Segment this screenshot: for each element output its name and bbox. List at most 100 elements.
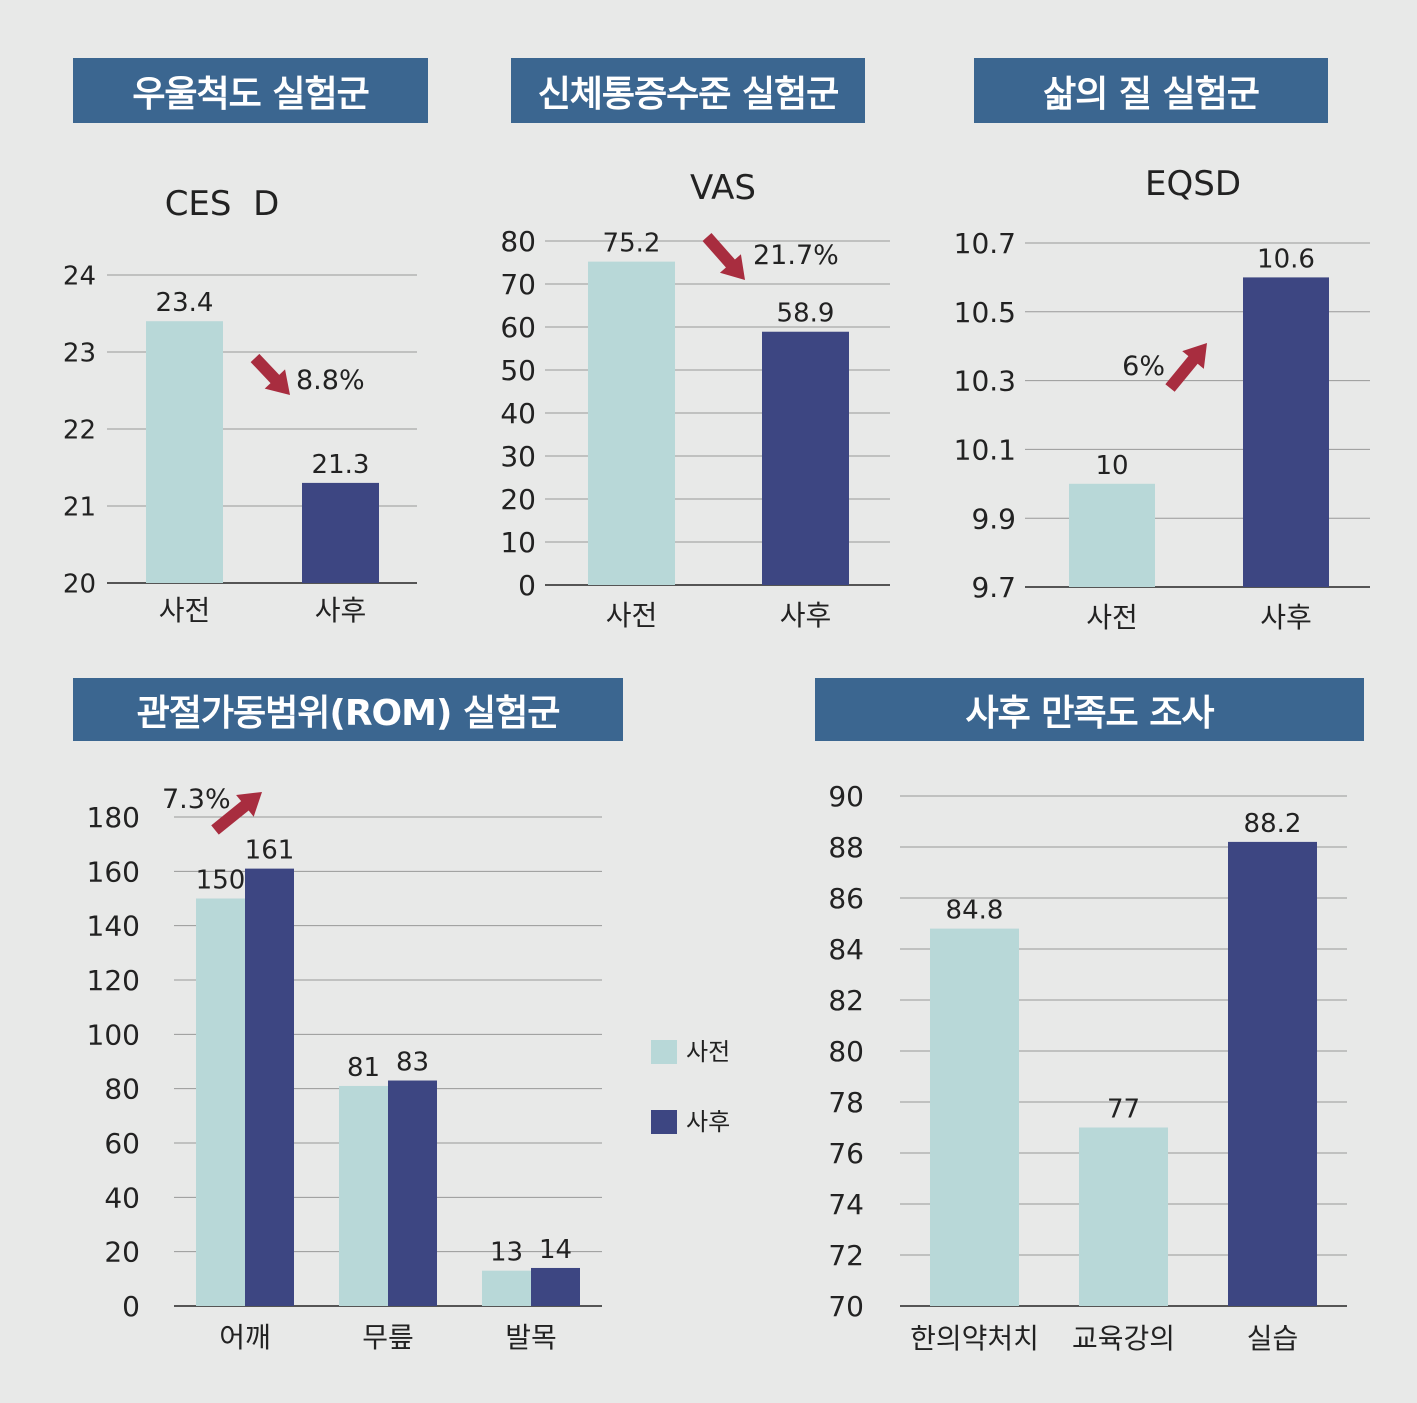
y-tick-label: 10 <box>500 526 536 559</box>
value-label: 23.4 <box>156 288 214 318</box>
value-label: 84.8 <box>946 896 1004 926</box>
category-label: 사전 <box>1086 601 1138 634</box>
category-label: 사전 <box>606 599 658 632</box>
y-tick-label: 100 <box>87 1018 140 1051</box>
category-label: 사후 <box>1260 601 1312 634</box>
subtitle-eqsd: EQSD <box>1144 164 1242 204</box>
bar-pre <box>196 898 245 1306</box>
subtitle-ces-d: CES D <box>164 184 280 224</box>
y-tick-label: 160 <box>87 855 140 888</box>
change-arrow-0-icon <box>250 353 290 395</box>
y-tick-label: 20 <box>104 1236 140 1269</box>
y-tick-label: 82 <box>828 984 864 1017</box>
y-tick-label: 140 <box>87 910 140 943</box>
bar <box>930 928 1019 1306</box>
category-label: 발목 <box>505 1321 557 1354</box>
y-tick-label: 10.1 <box>954 433 1016 466</box>
bar-pre <box>339 1085 388 1306</box>
change-arrow-3-icon <box>211 792 262 835</box>
bar <box>146 321 223 583</box>
value-label: 88.2 <box>1244 809 1302 839</box>
y-tick-label: 40 <box>104 1181 140 1214</box>
y-tick-label: 21 <box>63 492 96 522</box>
value-label: 58.9 <box>777 299 835 329</box>
y-tick-label: 60 <box>104 1127 140 1160</box>
y-tick-label: 74 <box>828 1188 864 1221</box>
category-label: 한의약처치 <box>910 1322 1039 1355</box>
value-label: 150 <box>196 866 246 896</box>
title-pain: 신체통증수준 실험군 <box>511 58 865 123</box>
bar <box>1079 1127 1168 1306</box>
y-tick-label: 70 <box>500 268 536 301</box>
change-percent-label: 21.7% <box>753 240 839 271</box>
y-tick-label: 10.7 <box>954 227 1016 260</box>
change-percent-label: 8.8% <box>296 365 365 396</box>
y-tick-label: 86 <box>828 882 864 915</box>
y-tick-label: 40 <box>500 397 536 430</box>
bar-post <box>245 868 294 1306</box>
title-satisfaction: 사후 만족도 조사 <box>815 678 1364 741</box>
legend-label: 사후 <box>686 1108 730 1136</box>
bar <box>762 331 849 585</box>
category-label: 실습 <box>1247 1322 1299 1355</box>
y-tick-label: 80 <box>500 225 536 258</box>
y-tick-label: 0 <box>518 569 536 602</box>
legend-swatch-post <box>651 1110 677 1134</box>
bar <box>302 482 379 583</box>
y-tick-label: 84 <box>828 933 864 966</box>
value-label: 10.6 <box>1257 244 1315 274</box>
bar-pre <box>482 1270 531 1306</box>
y-tick-label: 30 <box>500 440 536 473</box>
y-tick-label: 20 <box>500 483 536 516</box>
y-tick-label: 78 <box>828 1086 864 1119</box>
category-label: 교육강의 <box>1072 1322 1175 1355</box>
category-label: 사전 <box>159 594 211 627</box>
category-label: 어깨 <box>219 1321 271 1354</box>
y-tick-label: 72 <box>828 1239 864 1272</box>
bar <box>588 261 675 585</box>
value-label: 10 <box>1095 451 1128 481</box>
value-label: 14 <box>539 1235 572 1265</box>
change-percent-label: 7.3% <box>162 784 231 815</box>
y-tick-label: 9.9 <box>971 502 1016 535</box>
y-tick-label: 50 <box>500 354 536 387</box>
title-rom: 관절가동범위(ROM) 실험군 <box>73 678 623 741</box>
y-tick-label: 88 <box>828 831 864 864</box>
value-label: 21.3 <box>312 450 370 480</box>
bar-post <box>388 1080 437 1306</box>
change-arrow-2-icon <box>1165 343 1207 392</box>
y-tick-label: 60 <box>500 311 536 344</box>
y-tick-label: 80 <box>828 1035 864 1068</box>
subtitle-vas: VAS <box>690 168 756 208</box>
y-tick-label: 0 <box>122 1290 140 1323</box>
change-arrow-1-icon <box>702 233 745 280</box>
value-label: 13 <box>490 1238 523 1268</box>
value-label: 77 <box>1107 1095 1140 1125</box>
value-label: 161 <box>245 836 295 866</box>
y-tick-label: 70 <box>828 1290 864 1323</box>
bar <box>1243 277 1329 587</box>
y-tick-label: 80 <box>104 1073 140 1106</box>
change-percent-label: 6% <box>1122 351 1165 382</box>
y-tick-label: 90 <box>828 780 864 813</box>
bar-post <box>531 1267 580 1306</box>
y-tick-label: 10.3 <box>954 365 1016 398</box>
bar <box>1228 841 1317 1306</box>
value-label: 75.2 <box>603 229 661 259</box>
category-label: 사후 <box>780 599 832 632</box>
category-label: 사후 <box>315 594 367 627</box>
y-tick-label: 120 <box>87 964 140 997</box>
y-tick-label: 23 <box>63 338 96 368</box>
y-tick-label: 9.7 <box>971 571 1016 604</box>
value-label: 81 <box>347 1053 380 1083</box>
y-tick-label: 24 <box>63 261 96 291</box>
y-tick-label: 22 <box>63 415 96 445</box>
y-tick-label: 76 <box>828 1137 864 1170</box>
category-label: 무릎 <box>362 1321 414 1354</box>
legend-swatch-pre <box>651 1040 677 1064</box>
y-tick-label: 10.5 <box>954 296 1016 329</box>
y-tick-label: 20 <box>63 569 96 599</box>
legend-label: 사전 <box>686 1038 730 1066</box>
